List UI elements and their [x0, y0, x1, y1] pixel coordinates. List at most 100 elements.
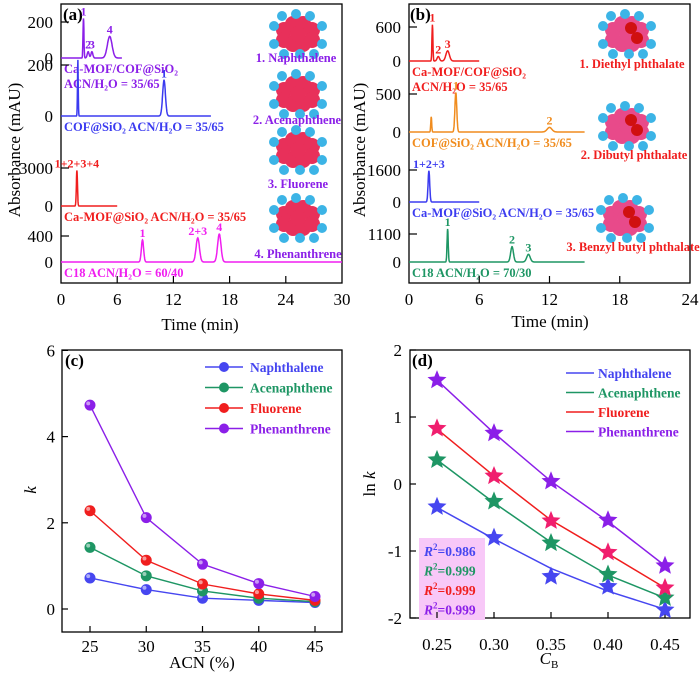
molecule-0: 1. Naphthalene	[256, 9, 337, 65]
x-tick-label: 45	[307, 637, 324, 656]
atom-hydrogen	[309, 109, 319, 119]
atom-hydrogen	[305, 195, 315, 205]
atom-hydrogen	[295, 233, 305, 243]
point-highlight	[86, 506, 91, 511]
x-tick-label: 0.30	[479, 635, 509, 654]
atom-hydrogen	[624, 49, 634, 59]
molecule-2: 3. Benzyl butyl phthalate	[566, 193, 700, 254]
x-tick-label: 25	[82, 637, 99, 656]
atom-hydrogen	[317, 137, 327, 147]
x-tick-label: 30	[334, 290, 351, 309]
x-tick-label: 24	[277, 290, 295, 309]
legend-marker	[219, 382, 229, 393]
atom-hydrogen	[620, 101, 630, 111]
atom-carbon	[290, 86, 306, 102]
r-superscript: 2	[433, 542, 438, 552]
atom-hydrogen	[608, 141, 618, 151]
peak-label: 4	[107, 22, 113, 36]
point-highlight	[86, 401, 91, 406]
data-point-star	[427, 370, 447, 389]
atom-hydrogen	[644, 205, 654, 215]
r-squared-label: R2=0.999	[423, 581, 476, 598]
data-point-star	[427, 418, 447, 437]
atom-hydrogen	[291, 9, 301, 19]
y-tick-label: 0	[45, 197, 54, 216]
y-tick-label: 4	[47, 428, 56, 447]
chromatogram-line	[61, 170, 118, 207]
atom-hydrogen	[632, 195, 642, 205]
molecule-1: 2. Dibutyl phthalate	[581, 101, 688, 162]
atom-hydrogen	[634, 103, 644, 113]
y-tick-label: 200	[28, 13, 54, 32]
x-tick-label: 35	[194, 637, 211, 656]
panel-a: (a) Absorbance (mAU) Time (min) 20001234…	[5, 3, 351, 334]
y-tick-label: 0	[393, 52, 402, 71]
x-tick-label: 24	[682, 290, 700, 309]
x-tick-label: 0.35	[536, 635, 566, 654]
atom-hydrogen	[269, 155, 279, 165]
y-tick-label: 0	[45, 49, 54, 68]
panel-d-ylabel-k: k	[360, 471, 379, 479]
legend-label: Phenanthrene	[250, 422, 331, 437]
molecule-model	[269, 9, 327, 59]
atom-hydrogen	[596, 205, 606, 215]
chromatogram-line	[61, 233, 342, 263]
atom-hydrogen	[295, 49, 305, 59]
r-symbol: R	[423, 583, 433, 598]
trace-1: 500 0 1 2 COF@SiO₂ ACN/H₂O = 35/65	[376, 78, 585, 150]
molecule-label: 1. Diethyl phthalate	[579, 57, 685, 71]
r-squared-label: R2=0.986	[423, 542, 476, 559]
x-tick-label: 30	[138, 637, 155, 656]
r-value: =0.999	[438, 583, 476, 598]
data-point	[84, 572, 96, 584]
panel-a-label: (a)	[63, 5, 83, 24]
peak-label: 1+2+3+4	[55, 157, 100, 171]
trace-3: 1100 0 1 23 C18 ACN/H₂O = 70/30	[368, 215, 585, 280]
data-point-star	[655, 600, 675, 619]
atom-hydrogen	[646, 131, 656, 141]
panel-d-ylabel-ln: ln	[360, 479, 379, 496]
panel-c: (c) k ACN (%) 25 30 35 40 45 0 2 4 6 Naphthalene…	[21, 341, 343, 672]
atom-hydrogen	[646, 113, 656, 123]
data-point	[140, 554, 152, 566]
atom-hydrogen	[606, 103, 616, 113]
data-point-star	[598, 564, 618, 583]
data-point-star	[541, 510, 561, 529]
atom-hydrogen	[295, 109, 305, 119]
y-tick-label: 0	[393, 193, 402, 212]
atom-hydrogen	[317, 39, 327, 49]
atom-hydrogen	[624, 141, 634, 151]
peak-label: 3	[525, 240, 531, 254]
legend-label: Fluorene	[598, 405, 650, 420]
atom-hydrogen	[317, 223, 327, 233]
molecule-model	[598, 101, 656, 151]
series-phenanthrene	[84, 399, 321, 603]
trace-2: 3000 0 1+2+3+4 Ca-MOF@SiO₂ ACN/H₂O = 35/65	[19, 157, 246, 224]
trace-label: Ca-MOF/COF@SiO₂	[412, 65, 526, 79]
y-tick-label: 2	[394, 341, 403, 360]
molecule-1: 2. Acenaphthene	[253, 69, 342, 127]
r-symbol: R	[423, 564, 433, 579]
chromatogram-line	[409, 24, 480, 62]
atom-carbon	[304, 216, 320, 232]
atom-hydrogen	[598, 21, 608, 31]
data-point	[84, 505, 96, 517]
x-tick-label: 18	[221, 290, 238, 309]
y-tick-label: -2	[388, 609, 402, 628]
y-tick-label: 400	[28, 227, 54, 246]
peak-label: 1	[80, 4, 86, 18]
trace-label: Ca-MOF@SiO₂ ACN/H₂O = 35/65	[64, 210, 246, 224]
x-tick-label: 0.45	[650, 635, 680, 654]
data-point	[253, 578, 265, 590]
y-tick-label: 1	[394, 408, 403, 427]
data-point-star	[484, 423, 504, 442]
atom-hydrogen	[598, 113, 608, 123]
atom-hydrogen	[309, 165, 319, 175]
data-point-star	[541, 471, 561, 490]
panel-d-label: (d)	[412, 351, 433, 370]
data-point-star	[484, 466, 504, 485]
atom-oxygen	[629, 216, 641, 228]
point-highlight	[86, 543, 91, 548]
peak-label: 1	[453, 78, 459, 92]
